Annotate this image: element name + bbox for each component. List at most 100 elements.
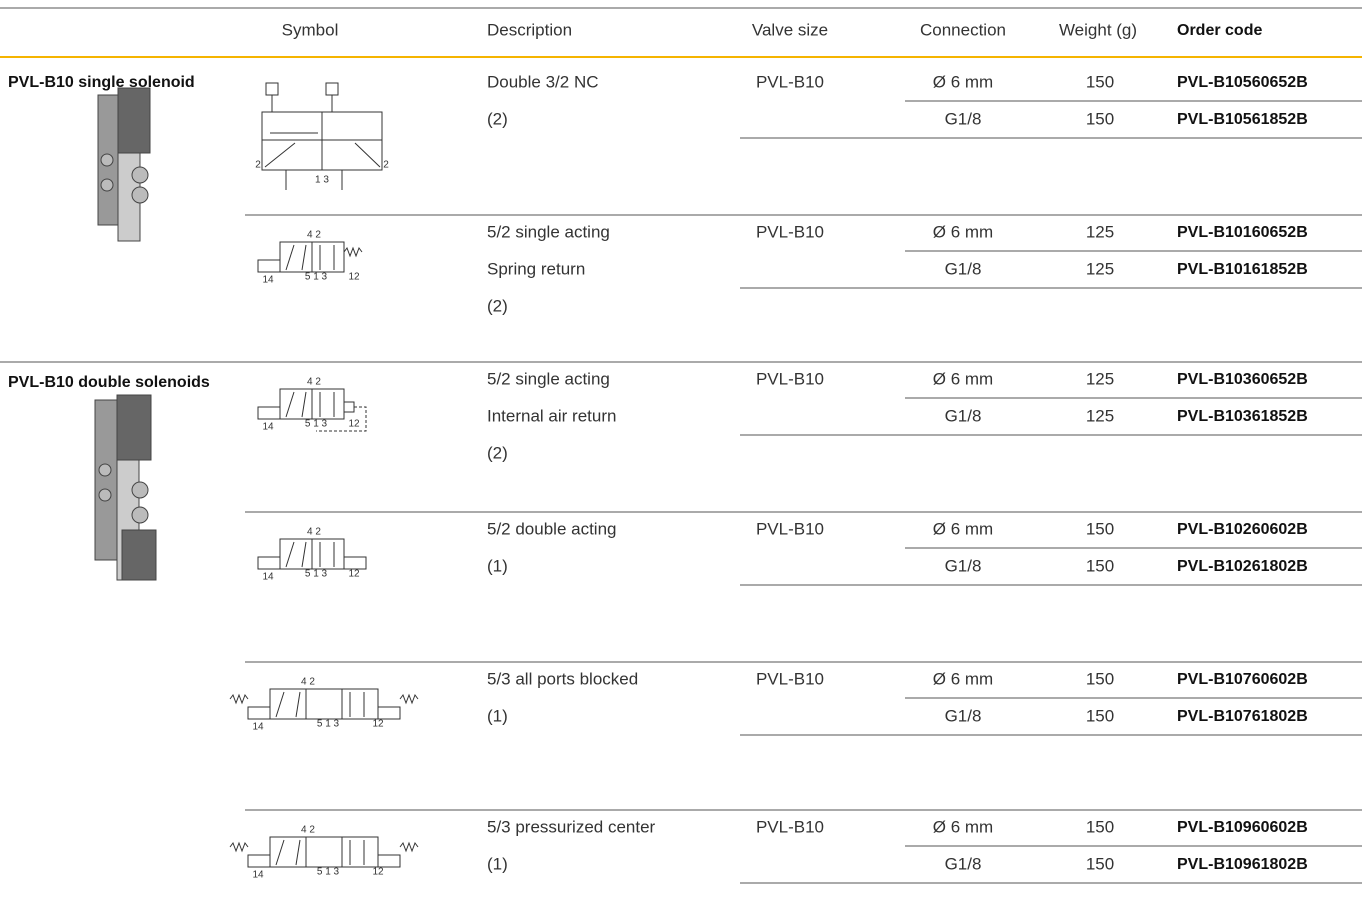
port-label: 14 bbox=[262, 275, 274, 286]
symbol-box bbox=[247, 854, 271, 868]
description: (1) bbox=[487, 706, 508, 725]
order-code: PVL-B10360652B bbox=[1177, 371, 1308, 388]
column-header: Weight (g) bbox=[1059, 20, 1137, 39]
description: (2) bbox=[487, 109, 508, 128]
symbol-box bbox=[305, 688, 343, 720]
port-label: 5 1 3 bbox=[317, 867, 340, 878]
column-header: Description bbox=[487, 20, 572, 39]
valve-symbol: 4 2 14 5 1 3 12 bbox=[229, 825, 419, 881]
port-label: 14 bbox=[252, 870, 264, 881]
weight: 150 bbox=[1086, 706, 1114, 725]
symbol-box bbox=[343, 401, 355, 413]
description: 5/2 double acting bbox=[487, 519, 617, 538]
symbol-line bbox=[275, 839, 285, 866]
weight: 150 bbox=[1086, 72, 1114, 91]
spring bbox=[399, 841, 419, 853]
valve-size: PVL-B10 bbox=[756, 72, 824, 91]
valve-size: PVL-B10 bbox=[756, 222, 824, 241]
pilot bbox=[316, 406, 367, 432]
port-label: 14 bbox=[252, 722, 264, 733]
port-label: 1 3 bbox=[315, 175, 329, 186]
symbol-line bbox=[285, 391, 295, 418]
order-code: PVL-B10960602B bbox=[1177, 819, 1308, 836]
port-label: 2 bbox=[255, 160, 261, 171]
connection: G1/8 bbox=[945, 706, 982, 725]
weight: 125 bbox=[1086, 259, 1114, 278]
port-label: 14 bbox=[262, 572, 274, 583]
group-title: PVL-B10 single solenoid bbox=[8, 74, 195, 91]
description: (2) bbox=[487, 296, 508, 315]
connection: Ø 6 mm bbox=[933, 72, 993, 91]
port-label: 4 2 bbox=[307, 230, 321, 241]
symbol-box bbox=[311, 241, 345, 273]
order-code: PVL-B10560652B bbox=[1177, 74, 1308, 91]
description: Internal air return bbox=[487, 406, 616, 425]
symbol-box bbox=[257, 259, 281, 273]
valve-size: PVL-B10 bbox=[756, 669, 824, 688]
spring bbox=[399, 693, 419, 705]
port-label: 4 2 bbox=[307, 527, 321, 538]
valve-symbol: 4 2 14 5 1 3 12 bbox=[229, 677, 419, 733]
valve-symbol: 2 1 3 2 bbox=[255, 82, 389, 190]
weight: 125 bbox=[1086, 369, 1114, 388]
symbol-line bbox=[354, 142, 381, 168]
port-label: 12 bbox=[348, 419, 360, 430]
symbol-line bbox=[301, 244, 307, 271]
valve-size: PVL-B10 bbox=[756, 817, 824, 836]
symbol-line bbox=[301, 541, 307, 568]
order-code: PVL-B10260602B bbox=[1177, 521, 1308, 538]
connection: Ø 6 mm bbox=[933, 669, 993, 688]
port-label: 12 bbox=[372, 867, 384, 878]
valve-symbol: 4 2 14 5 1 3 12 bbox=[257, 230, 363, 286]
port-label: 12 bbox=[372, 719, 384, 730]
weight: 150 bbox=[1086, 519, 1114, 538]
port-label: 4 2 bbox=[301, 825, 315, 836]
column-header: Connection bbox=[920, 20, 1006, 39]
spring bbox=[343, 246, 363, 258]
symbol-box bbox=[279, 538, 313, 570]
symbol-box bbox=[261, 111, 323, 141]
symbol-box bbox=[377, 706, 401, 720]
description: (2) bbox=[487, 443, 508, 462]
symbol-line bbox=[301, 391, 307, 418]
weight: 150 bbox=[1086, 854, 1114, 873]
column-header: Symbol bbox=[282, 20, 339, 39]
port-label: 12 bbox=[348, 569, 360, 580]
connection: G1/8 bbox=[945, 556, 982, 575]
symbol-line bbox=[264, 142, 296, 168]
symbol-box bbox=[321, 139, 383, 171]
symbol-box bbox=[321, 111, 383, 141]
connection: G1/8 bbox=[945, 259, 982, 278]
port-label: 5 1 3 bbox=[317, 719, 340, 730]
symbol-box bbox=[343, 556, 367, 570]
symbol-line bbox=[285, 244, 295, 271]
connection: G1/8 bbox=[945, 406, 982, 425]
symbol-box bbox=[269, 836, 307, 868]
order-code: PVL-B10361852B bbox=[1177, 408, 1308, 425]
description: (1) bbox=[487, 854, 508, 873]
connection: G1/8 bbox=[945, 854, 982, 873]
valve-size: PVL-B10 bbox=[756, 519, 824, 538]
order-code: PVL-B10261802B bbox=[1177, 558, 1308, 575]
port-label: 12 bbox=[348, 272, 360, 283]
group-title: PVL-B10 double solenoids bbox=[8, 374, 210, 391]
description: 5/2 single acting bbox=[487, 369, 610, 388]
port-label: 5 1 3 bbox=[305, 569, 328, 580]
description: (1) bbox=[487, 556, 508, 575]
symbol-box bbox=[265, 82, 279, 96]
spring bbox=[229, 693, 249, 705]
symbol-box bbox=[311, 388, 345, 420]
symbol-box bbox=[341, 688, 379, 720]
symbol-box bbox=[341, 836, 379, 868]
weight: 150 bbox=[1086, 109, 1114, 128]
symbol-box bbox=[261, 139, 323, 171]
symbol-line bbox=[275, 691, 285, 718]
order-code: PVL-B10761802B bbox=[1177, 708, 1308, 725]
order-code: PVL-B10760602B bbox=[1177, 671, 1308, 688]
symbol-box bbox=[257, 406, 281, 420]
spring bbox=[229, 841, 249, 853]
symbol-box bbox=[377, 854, 401, 868]
description: 5/3 all ports blocked bbox=[487, 669, 638, 688]
order-code: PVL-B10161852B bbox=[1177, 261, 1308, 278]
column-header: Valve size bbox=[752, 20, 828, 39]
